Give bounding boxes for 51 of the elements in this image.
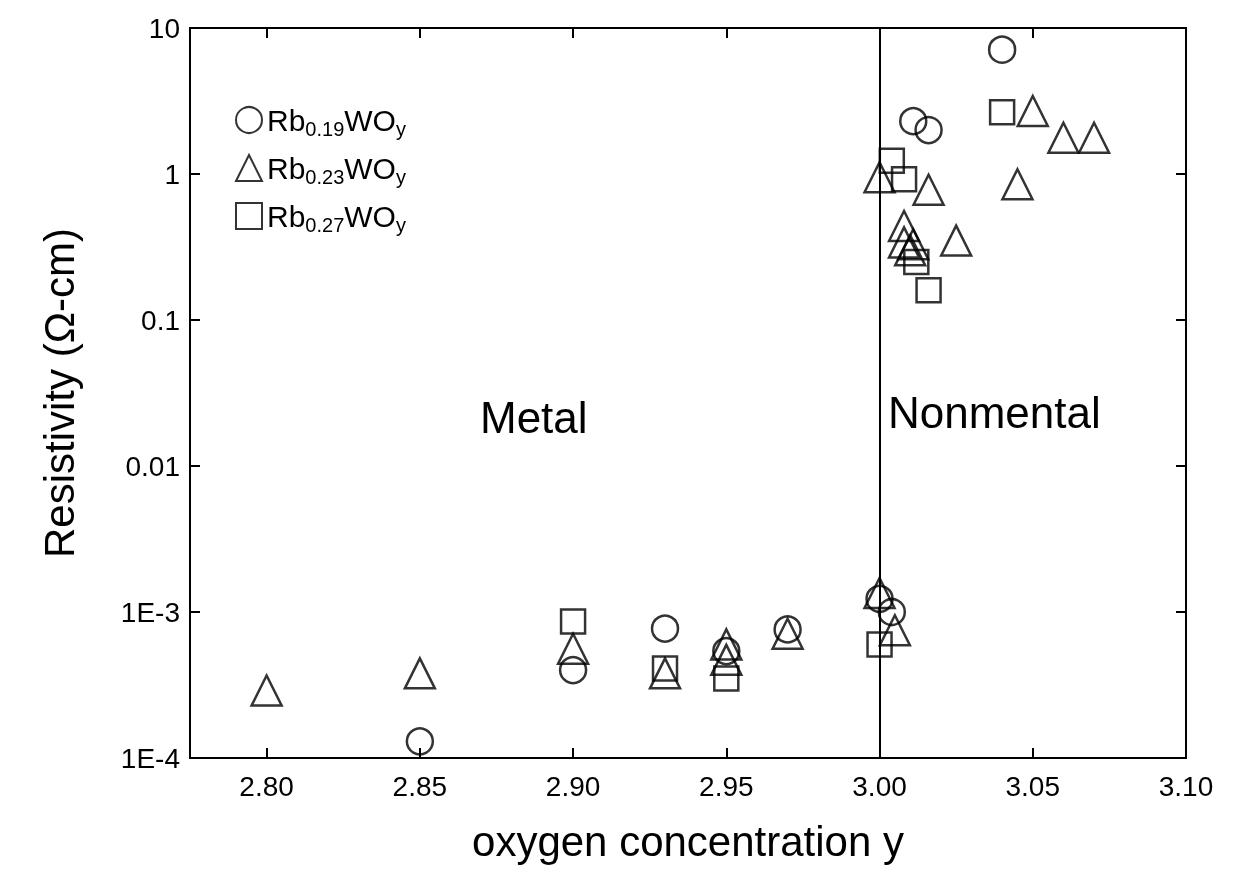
point xyxy=(899,106,928,136)
point xyxy=(771,617,804,650)
point xyxy=(648,657,682,690)
point xyxy=(914,115,943,145)
x-tick-label: 2.95 xyxy=(699,770,754,802)
y-tick-label: 1E-4 xyxy=(120,742,180,774)
point xyxy=(897,228,930,261)
y-tick-label: 1 xyxy=(164,158,180,190)
point xyxy=(713,665,740,692)
annotation: Metal xyxy=(480,392,588,442)
y-tick-label: 1E-3 xyxy=(120,596,180,628)
point xyxy=(939,224,973,257)
y-tick-label: 10 xyxy=(148,12,180,44)
point xyxy=(912,173,945,206)
point xyxy=(1016,94,1050,128)
point xyxy=(863,576,896,610)
annotation: Nonmental xyxy=(888,387,1101,437)
x-tick-label: 2.90 xyxy=(545,770,601,802)
point xyxy=(890,166,918,193)
x-tick-label: 3.05 xyxy=(1005,770,1061,802)
point xyxy=(710,643,743,677)
y-axis-title: Resistivity (Ω-cm) xyxy=(35,227,83,559)
x-tick-label: 3.10 xyxy=(1158,770,1214,802)
point xyxy=(887,209,921,243)
point xyxy=(559,608,587,635)
y-tick-label: 0.1 xyxy=(141,304,180,336)
point xyxy=(877,597,907,627)
point xyxy=(866,631,893,658)
point xyxy=(250,674,283,707)
x-tick-label: 2.80 xyxy=(239,770,294,802)
point xyxy=(710,628,743,661)
point xyxy=(405,727,435,756)
point xyxy=(650,614,680,643)
point xyxy=(556,632,590,666)
point xyxy=(1047,121,1080,155)
point xyxy=(878,613,912,647)
point xyxy=(1077,121,1111,155)
x-axis-title: oxygen concentration y xyxy=(472,817,904,865)
point xyxy=(987,35,1017,64)
point xyxy=(893,234,927,267)
point xyxy=(988,98,1016,126)
point xyxy=(915,276,942,304)
point xyxy=(878,147,906,175)
point xyxy=(863,161,896,194)
x-tick-label: 2.85 xyxy=(392,770,448,802)
point xyxy=(1001,168,1034,201)
x-tick-label: 3.00 xyxy=(852,770,907,802)
y-tick-label: 0.01 xyxy=(125,450,180,482)
point xyxy=(887,226,921,259)
point xyxy=(403,657,437,690)
point xyxy=(558,655,588,685)
